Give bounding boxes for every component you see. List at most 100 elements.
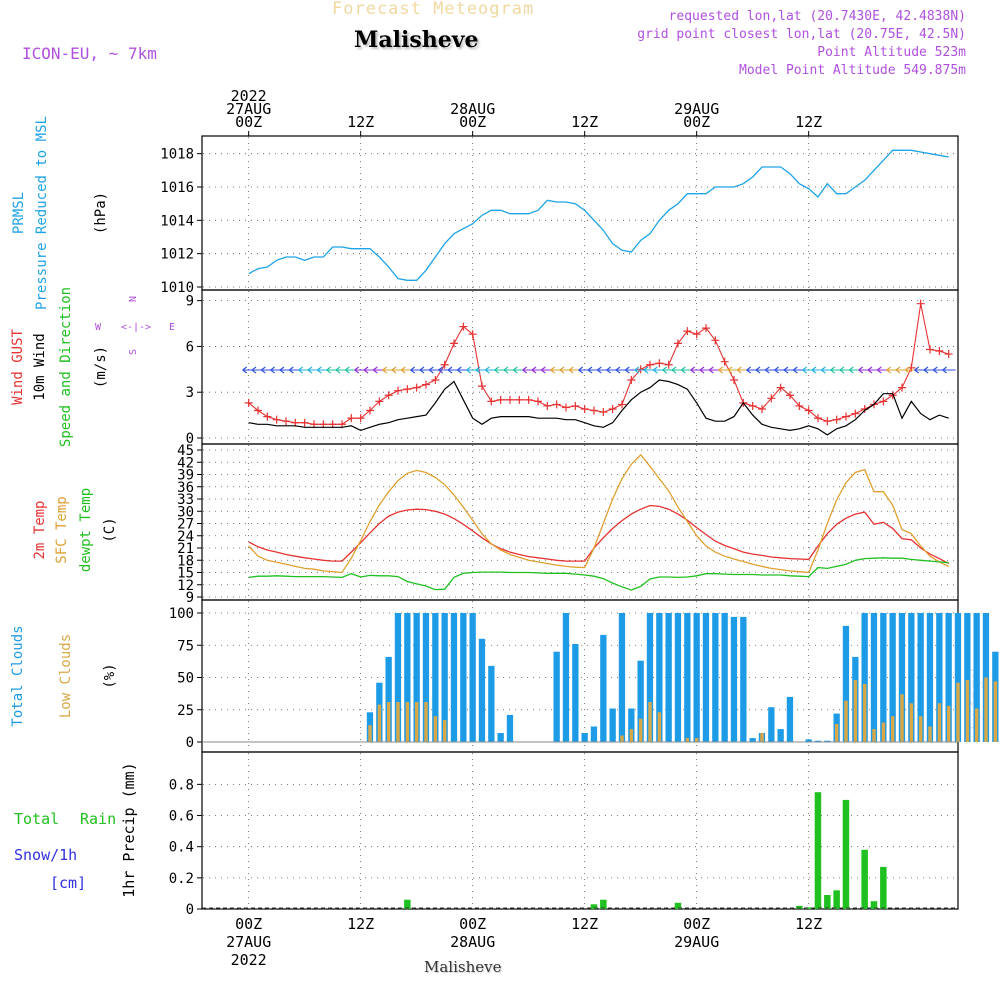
ytick-label-pressure: 1010	[160, 280, 194, 296]
panel-frame-precip	[201, 751, 959, 910]
rain-bar	[861, 849, 868, 909]
total-cloud-bar	[889, 613, 896, 742]
ytick-label-pressure: 1012	[160, 247, 194, 263]
ytick-label-temperature: 27	[177, 517, 194, 533]
wind-direction-arrow	[942, 366, 956, 374]
total-cloud-bar	[506, 714, 514, 742]
compass-south: S	[128, 349, 139, 355]
total-cloud-bar	[945, 613, 952, 742]
low-cloud-bar	[965, 680, 970, 742]
total-cloud-bar	[805, 739, 812, 742]
time-label-top: 00Z	[459, 113, 486, 131]
gust-marker	[926, 345, 934, 354]
low-cloud-bar	[835, 723, 839, 742]
low-cloud-bar	[620, 735, 624, 742]
time-label-top: 2022	[231, 87, 267, 105]
total-cloud-bar	[628, 708, 635, 742]
ylabel-percent: (%)	[102, 663, 118, 688]
gust-marker	[683, 327, 692, 336]
gust-marker	[440, 360, 449, 369]
total-cloud-bar	[768, 707, 775, 742]
gust-marker	[692, 330, 701, 339]
low-cloud-bar	[387, 702, 391, 742]
ylabel-gust: Wind GUST	[10, 329, 26, 405]
ylabel-ms: (m/s)	[93, 346, 109, 388]
gust-marker	[254, 406, 262, 415]
gust-marker	[347, 414, 356, 423]
rain-bar	[833, 890, 840, 909]
ytick-label-temperature: 42	[177, 455, 194, 471]
gust-marker	[842, 412, 850, 421]
gust-marker	[263, 412, 272, 421]
low-cloud-bar	[872, 729, 876, 742]
total-cloud-bar	[870, 613, 878, 742]
gust-marker	[300, 418, 309, 427]
gust-marker	[599, 408, 608, 417]
gust-marker	[478, 382, 486, 391]
total-cloud-bar	[973, 613, 980, 742]
ytick-label-wind: 9	[186, 294, 194, 310]
compass-west: W	[95, 322, 102, 333]
rain-bar	[870, 901, 878, 909]
legend-cm: [cm]	[50, 874, 86, 892]
gust-marker	[702, 324, 710, 333]
gust-marker	[580, 405, 589, 413]
total-cloud-bar	[917, 613, 924, 742]
low-cloud-bar	[947, 705, 951, 742]
gust-marker	[552, 400, 561, 409]
low-cloud-bar	[648, 702, 652, 742]
gust-marker	[375, 397, 384, 406]
low-cloud-bar	[919, 716, 923, 742]
gust-marker	[450, 339, 458, 348]
ytick-label-precip: 0.2	[169, 871, 194, 887]
gust-marker	[590, 406, 598, 415]
ytick-label-temperature: 30	[177, 504, 194, 520]
gust-marker	[748, 401, 757, 410]
rain-bar	[404, 899, 411, 909]
ytick-label-temperature: 36	[177, 480, 194, 496]
gust-marker	[394, 386, 402, 395]
gust-marker	[795, 401, 804, 410]
time-label-bottom: 12Z	[571, 915, 598, 933]
ylabel-pressure: Pressure Reduced to MSL	[34, 116, 50, 310]
total-cloud-bar	[553, 651, 560, 742]
low-cloud-bar	[881, 722, 886, 742]
total-cloud-bar	[740, 616, 747, 742]
total-cloud-bar	[572, 644, 579, 742]
low-cloud-bar	[368, 725, 372, 742]
ytick-label-pressure: 1014	[160, 213, 194, 229]
gust-marker	[814, 414, 822, 423]
low-cloud-bar	[863, 684, 867, 742]
gust-marker	[272, 415, 281, 424]
rain-bar	[796, 905, 803, 909]
gust-marker	[935, 347, 944, 355]
gust-marker	[674, 339, 682, 348]
ytick-label-temperature: 12	[177, 578, 194, 594]
low-cloud-bar	[844, 700, 848, 742]
total-cloud-bar	[824, 740, 831, 742]
compass-north: N	[128, 296, 139, 302]
temp-2m-line	[248, 504, 950, 565]
low-cloud-bar	[377, 704, 382, 742]
gust-marker	[636, 365, 645, 374]
chart-title: Malisheve	[354, 27, 479, 53]
total-cloud-bar	[926, 613, 934, 742]
total-cloud-bar	[954, 613, 962, 742]
gust-marker	[767, 394, 776, 403]
time-label-bottom: 00Z	[459, 915, 486, 933]
ytick-label-wind: 0	[186, 431, 194, 447]
model-altitude: Model Point Altitude 549.875m	[739, 63, 966, 78]
low-cloud-bar	[900, 694, 904, 742]
total-cloud-bar	[693, 613, 700, 742]
rain-bar	[880, 866, 887, 909]
total-cloud-bar	[721, 613, 728, 742]
total-cloud-bar	[385, 656, 392, 742]
low-cloud-bar	[891, 716, 895, 742]
total-cloud-bar	[861, 613, 868, 742]
total-cloud-bar	[730, 616, 738, 742]
gust-marker	[916, 299, 925, 308]
total-cloud-bar	[413, 613, 420, 742]
gust-marker	[412, 383, 421, 392]
ytick-label-precip: 0	[186, 902, 194, 918]
